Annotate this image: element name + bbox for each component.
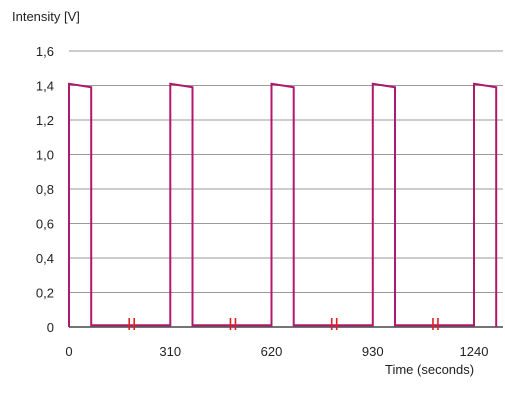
y-axis-label: Intensity [V]	[12, 9, 80, 24]
y-tick-label: 1,4	[36, 79, 54, 94]
x-tick-label: 0	[65, 344, 72, 359]
y-tick-labels: 0 0,2 0,4 0,6 0,8 1,0 1,2 1,4 1,6	[36, 44, 54, 335]
x-tick-label: 310	[159, 344, 181, 359]
y-tick-label: 1,2	[36, 113, 54, 128]
series-group	[68, 82, 498, 327]
x-tick-label: 620	[261, 344, 283, 359]
axis-break-mark	[330, 318, 338, 330]
y-tick-label: 0,4	[36, 251, 54, 266]
x-tick-label: 1240	[460, 344, 489, 359]
series-line	[68, 82, 498, 327]
axis-break-marks	[128, 318, 439, 330]
axis-break-mark	[432, 318, 439, 330]
y-tick-label: 0,2	[36, 286, 54, 301]
grid-lines	[69, 50, 503, 328]
y-tick-label: 1,6	[36, 44, 54, 59]
y-tick-label: 1,0	[36, 148, 54, 163]
axis-break-mark	[128, 318, 136, 330]
y-tick-label: 0,8	[36, 182, 54, 197]
x-tick-labels: 0 310 620 930 1240	[65, 344, 488, 359]
y-tick-label: 0,6	[36, 217, 54, 232]
x-tick-label: 930	[362, 344, 384, 359]
y-tick-label: 0	[47, 320, 54, 335]
x-axis-label: Time (seconds)	[385, 362, 474, 377]
axis-break-mark	[229, 318, 237, 330]
